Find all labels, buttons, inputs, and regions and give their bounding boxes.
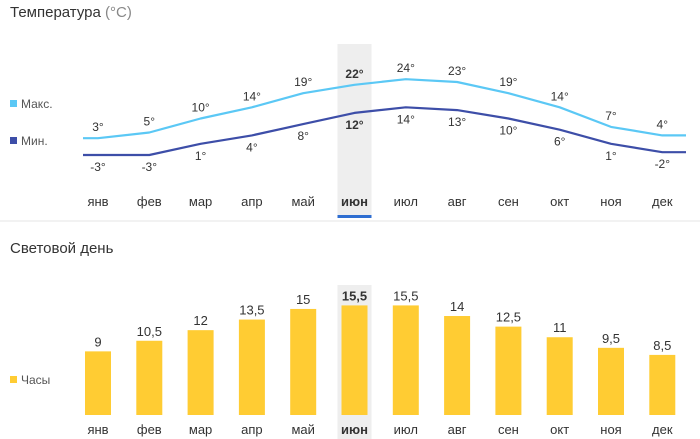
max-temp-label: 3° [92, 120, 104, 134]
max-temp-label: 23° [448, 64, 466, 78]
daylight-month-label: дек [652, 422, 673, 437]
daylight-month-label: фев [137, 422, 162, 437]
daylight-value-label: 15 [296, 292, 310, 307]
min-temp-label: 10° [499, 124, 517, 138]
daylight-month-label: май [291, 422, 314, 437]
daylight-bar [598, 347, 624, 415]
temperature-plot: 3° 5° 10° 14° 19° 22° 24° 23° 19° 14° 7° 4° -3° -3° 1°… [83, 44, 686, 218]
daylight-bar [546, 337, 573, 415]
legend-hours-swatch [10, 376, 17, 383]
daylight-bar [187, 330, 214, 415]
daylight-bar [290, 308, 317, 415]
temperature-title: Температура (°C) [10, 4, 132, 21]
daylight-title: Световой день [10, 240, 114, 257]
min-temp-label: 1° [605, 149, 617, 163]
daylight-plot: 9 10,5 12 13,5 15 15,5 15,5 14 12,5 11 9,5 8,5 янв фе… [85, 285, 676, 439]
daylight-value-label: 15,5 [393, 288, 418, 303]
min-temp-label: 4° [246, 140, 258, 154]
max-temp-label: 10° [192, 101, 210, 115]
max-temp-label: 19° [499, 75, 517, 89]
daylight-value-label: 12,5 [496, 310, 521, 325]
min-temp-label: 12° [345, 118, 363, 132]
temp-month-label: авг [448, 194, 467, 209]
series-line-min [83, 106, 686, 157]
min-temp-label: -3° [142, 160, 158, 174]
daylight-value-label: 14 [450, 299, 464, 314]
temp-month-label: апр [241, 194, 263, 209]
daylight-month-label: июл [394, 422, 418, 437]
max-temp-label: 7° [605, 109, 617, 123]
temp-month-label: июл [394, 194, 418, 209]
daylight-month-label: июн [341, 422, 368, 437]
max-temp-label: 24° [397, 61, 415, 75]
daylight-bar [85, 351, 111, 415]
min-temp-label: 6° [554, 135, 566, 149]
selected-month-indicator [337, 215, 372, 218]
min-temp-label: 1° [195, 149, 207, 163]
max-temp-label: 4° [657, 117, 669, 131]
daylight-value-label: 11 [553, 320, 567, 335]
daylight-value-label: 10,5 [137, 324, 162, 339]
daylight-bar [495, 326, 522, 415]
temp-month-label: окт [550, 194, 569, 209]
daylight-value-label: 8,5 [653, 338, 671, 353]
selected-month-highlight [337, 44, 372, 218]
series-line-max [83, 78, 686, 140]
daylight-value-label: 13,5 [239, 303, 264, 318]
min-temp-label: 14° [397, 112, 415, 126]
max-temp-label: 5° [144, 115, 156, 129]
legend-max-label: Макс. [21, 97, 53, 111]
temp-month-label: июн [341, 194, 368, 209]
daylight-month-label: янв [87, 422, 108, 437]
temp-month-label: фев [137, 194, 162, 209]
daylight-bar [238, 319, 265, 415]
legend-min-swatch [10, 137, 17, 144]
temp-month-label: сен [498, 194, 519, 209]
min-temp-label: 8° [297, 129, 309, 143]
legend-max-swatch [10, 100, 17, 107]
daylight-month-label: ноя [600, 422, 621, 437]
daylight-month-label: окт [550, 422, 569, 437]
max-temp-label: 19° [294, 75, 312, 89]
daylight-month-label: сен [498, 422, 519, 437]
min-temp-label: -2° [655, 157, 671, 171]
daylight-bar [392, 305, 419, 415]
min-temp-label: -3° [90, 160, 106, 174]
min-temp-label: 13° [448, 115, 466, 129]
daylight-bar [341, 305, 368, 415]
daylight-bar [649, 354, 676, 415]
legend-min-label: Мин. [21, 134, 48, 148]
legend-hours-label: Часы [21, 373, 50, 387]
daylight-value-label: 9 [94, 334, 101, 349]
max-temp-label: 14° [243, 89, 261, 103]
temp-month-label: мар [189, 194, 212, 209]
daylight-value-label: 15,5 [342, 288, 367, 303]
daylight-value-label: 12 [193, 313, 207, 328]
temp-month-label: янв [87, 194, 108, 209]
max-temp-label: 22° [345, 67, 363, 81]
daylight-bar [444, 316, 471, 415]
temp-month-label: дек [652, 194, 673, 209]
daylight-month-label: апр [241, 422, 263, 437]
max-temp-label: 14° [551, 89, 569, 103]
daylight-value-label: 9,5 [602, 331, 620, 346]
temp-month-label: май [291, 194, 314, 209]
daylight-bar [136, 340, 163, 415]
temp-month-label: ноя [600, 194, 621, 209]
daylight-month-label: мар [189, 422, 212, 437]
daylight-month-label: авг [448, 422, 467, 437]
